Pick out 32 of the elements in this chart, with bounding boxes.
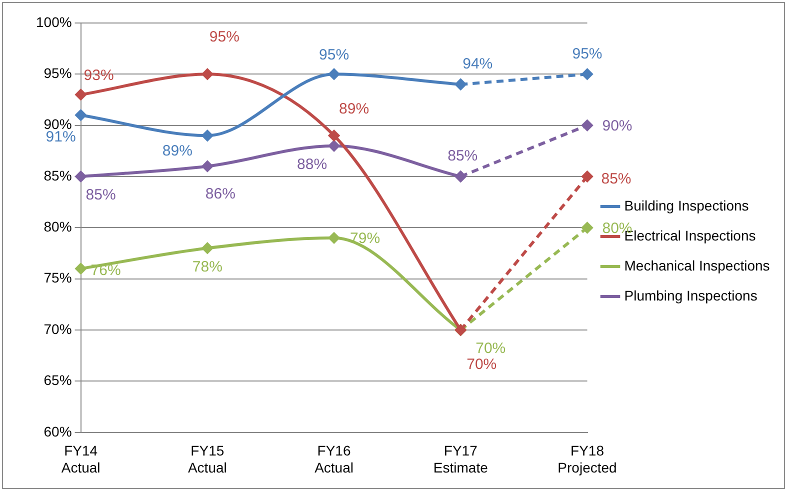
x-tick-label: FY18 Projected (558, 442, 617, 476)
x-tick-label: FY16 Actual (314, 442, 354, 476)
data-label: 70% (466, 356, 497, 374)
data-label: 88% (297, 156, 328, 173)
data-label: 85% (86, 186, 116, 204)
legend-label: Plumbing Inspections (624, 287, 758, 304)
data-label: 85% (448, 148, 478, 165)
x-tick-label: FY15 Actual (188, 442, 227, 476)
data-label: 86% (205, 185, 236, 202)
y-tick-label: 70% (44, 320, 72, 337)
y-tick-label: 65% (44, 372, 72, 388)
x-tick-label: FY14 Actual (61, 442, 100, 476)
data-label: 85% (601, 170, 632, 188)
data-label: 95% (319, 46, 350, 64)
y-tick-label: 75% (44, 270, 72, 286)
data-label: 70% (476, 340, 506, 358)
data-label: 94% (462, 56, 493, 73)
data-label: 95% (572, 45, 602, 62)
data-label: 78% (192, 258, 222, 276)
data-label: 95% (209, 28, 240, 46)
y-tick-label: 60% (44, 423, 72, 440)
legend-label: Building Inspections (624, 197, 749, 214)
y-tick-label: 95% (44, 65, 72, 82)
data-label: 89% (339, 100, 370, 118)
x-tick-label: FY17 Estimate (433, 442, 488, 476)
y-tick-label: 85% (44, 167, 72, 184)
y-tick-label: 80% (44, 218, 72, 235)
data-label: 79% (350, 230, 380, 248)
data-label: 90% (602, 117, 632, 134)
data-label: 89% (162, 142, 192, 160)
legend-label: Mechanical Inspections (624, 257, 770, 274)
y-tick-label: 100% (36, 14, 72, 30)
